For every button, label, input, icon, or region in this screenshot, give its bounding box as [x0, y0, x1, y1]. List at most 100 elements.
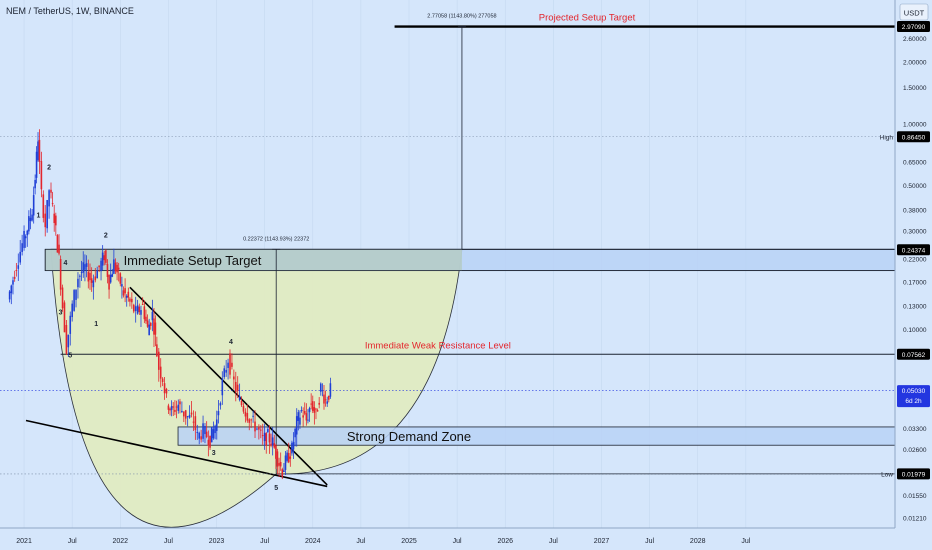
candle-body	[204, 426, 206, 435]
candle-body	[281, 469, 284, 477]
candle-body	[263, 432, 266, 442]
candle-body	[89, 272, 91, 281]
candle-body	[246, 412, 249, 421]
candle-body	[105, 250, 107, 263]
candle-body	[117, 267, 120, 270]
candle-body	[32, 195, 35, 216]
trendline	[129, 286, 328, 486]
candle-body	[124, 288, 126, 294]
candle-body	[125, 295, 128, 298]
projected-target-label: Projected Setup Target	[539, 13, 636, 24]
price-tick-label: 0.10000	[903, 327, 927, 334]
candle-body	[61, 287, 64, 309]
candle-body	[268, 433, 271, 443]
candle-body	[163, 383, 166, 394]
candle-body	[159, 366, 162, 379]
candle-body	[175, 406, 178, 408]
candle-body	[183, 411, 185, 417]
time-tick-label: 2026	[497, 538, 513, 545]
price-tag	[897, 348, 930, 360]
candle-body	[215, 419, 218, 431]
candle-body	[42, 194, 45, 218]
candle-body	[71, 303, 73, 318]
labels-layer: Immediate Setup Target Strong Demand Zone…	[37, 13, 636, 493]
candle-body	[75, 289, 77, 300]
candle-body	[286, 452, 288, 461]
candle-body	[108, 274, 110, 290]
currency-label: USDT	[904, 9, 925, 18]
candle-body	[283, 470, 285, 472]
price-tag-side-label: Low	[881, 471, 893, 478]
candle-body	[111, 273, 114, 277]
candle-body	[156, 344, 158, 357]
candle-body	[303, 411, 306, 414]
price-tag-label: 0.01979	[902, 471, 926, 478]
candle-body	[58, 244, 60, 254]
currency-button[interactable]	[899, 3, 929, 21]
price-tick-label: 0.01210	[903, 515, 927, 522]
candle-body	[94, 276, 97, 281]
candle-body	[35, 151, 38, 178]
candle-body	[87, 271, 90, 282]
price-tag	[897, 468, 930, 480]
lines-layer	[0, 25, 895, 488]
candle-body	[287, 453, 290, 463]
candle-body	[169, 408, 171, 411]
candle-body	[31, 214, 33, 221]
candle-body	[170, 406, 173, 410]
price-tag	[897, 244, 930, 256]
time-axis[interactable]: 2021 Jul 2022 Jul 2023 Jul 2024 Jul 2025 Jul 2026 J…	[16, 538, 750, 545]
wave-label: 3	[212, 450, 216, 457]
candle-body	[321, 390, 324, 392]
candle-body	[184, 410, 187, 419]
candle-body	[279, 462, 282, 467]
candle-body	[200, 436, 202, 440]
candle-body	[165, 388, 168, 394]
price-tag-label: 0.24374	[902, 247, 926, 254]
wave-label: 1	[94, 321, 98, 328]
trendline	[25, 419, 328, 488]
candle-body	[109, 274, 112, 283]
candle-body	[157, 351, 160, 370]
candle-body	[207, 439, 210, 446]
candle-body	[292, 442, 295, 450]
candle-body	[13, 276, 16, 279]
candle-body	[221, 378, 224, 396]
time-tick-label: Jul	[549, 538, 558, 545]
candle-body	[131, 298, 133, 303]
candle-body	[252, 415, 254, 417]
candle-body	[26, 230, 29, 236]
wave-label: 4	[63, 260, 67, 267]
candle-body	[51, 203, 54, 205]
candle-body	[17, 265, 20, 269]
candle-body	[141, 303, 144, 305]
candle-body	[219, 403, 222, 406]
candle-body	[98, 265, 100, 268]
candle-body	[12, 280, 14, 285]
candle-body	[308, 407, 311, 413]
candle-body	[56, 235, 59, 253]
candle-body	[28, 216, 30, 232]
candle-body	[258, 426, 260, 430]
candle-body	[181, 410, 183, 413]
candle-body	[50, 189, 52, 193]
price-tag-side-label: High	[880, 134, 894, 141]
candle-body	[234, 381, 237, 392]
candle-body	[174, 409, 176, 412]
price-tick-label: 0.50000	[903, 183, 927, 190]
price-tick-label: 1.00000	[903, 121, 927, 128]
price-tag	[897, 21, 930, 33]
candle-body	[244, 411, 247, 417]
candle-body	[291, 442, 293, 454]
candle-body	[318, 402, 320, 405]
candle-body	[79, 275, 81, 277]
candle-body	[143, 306, 146, 320]
zones-layer	[44, 248, 896, 446]
candle-body	[59, 258, 62, 290]
candle-body	[275, 445, 277, 459]
candle-body	[48, 190, 50, 207]
candle-body	[260, 429, 262, 431]
candle-body	[294, 428, 296, 438]
candle-body	[300, 409, 303, 411]
